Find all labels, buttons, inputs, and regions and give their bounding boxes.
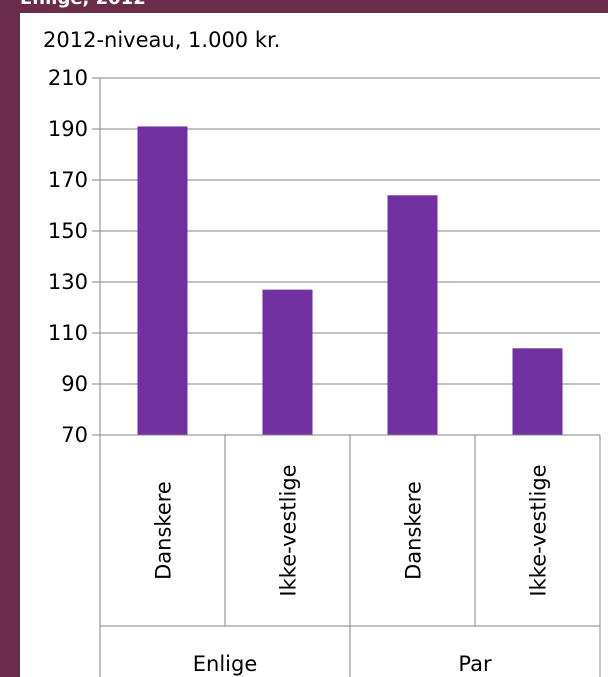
unit-label: 2012-niveau, 1.000 kr. [43, 28, 280, 52]
header-fragment: Enlige, 2012 [20, 0, 146, 9]
y-tick-label: 90 [61, 372, 88, 396]
y-tick-label: 70 [61, 423, 88, 447]
x-tick-label: Danskere [152, 481, 176, 580]
y-tick-label: 150 [48, 219, 88, 243]
group-label: Enlige [193, 652, 258, 676]
y-tick-label: 130 [48, 270, 88, 294]
x-tick-label: Ikke-vestlige [527, 464, 551, 596]
x-tick-label: Danskere [402, 481, 426, 580]
y-tick-label: 170 [48, 168, 88, 192]
chart-panel [20, 13, 608, 677]
y-tick-label: 210 [48, 66, 88, 90]
group-label: Par [458, 652, 492, 676]
bar [387, 195, 438, 435]
bar [262, 289, 313, 435]
bar [512, 348, 563, 435]
y-tick-label: 110 [48, 321, 88, 345]
bar [137, 126, 188, 435]
x-tick-label: Ikke-vestlige [277, 464, 301, 596]
y-tick-label: 190 [48, 117, 88, 141]
